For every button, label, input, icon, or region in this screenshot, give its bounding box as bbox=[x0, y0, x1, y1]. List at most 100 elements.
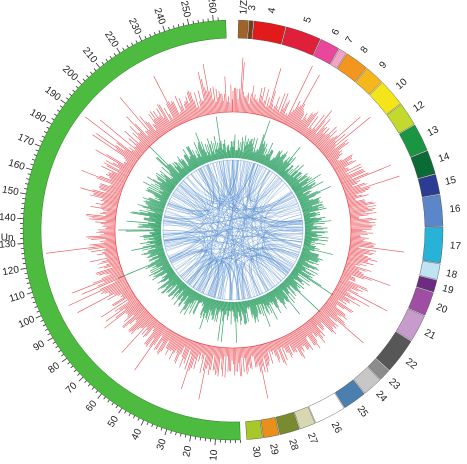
tick-mark bbox=[97, 393, 102, 399]
tick-mark bbox=[25, 277, 29, 280]
tick-mark bbox=[87, 383, 91, 387]
tick-label: 170 bbox=[16, 132, 36, 149]
chromosome-segment bbox=[367, 358, 390, 380]
tick-mark bbox=[30, 163, 34, 166]
tick-label: 130 bbox=[0, 239, 17, 251]
tick-mark bbox=[33, 154, 37, 156]
tick-mark bbox=[45, 328, 49, 331]
chromosome-segment bbox=[330, 48, 347, 69]
tick-mark bbox=[107, 399, 110, 403]
tick-mark bbox=[93, 68, 97, 72]
tick-mark bbox=[89, 71, 93, 75]
tick-mark bbox=[25, 167, 32, 171]
tick-mark bbox=[128, 413, 131, 417]
link-circle bbox=[162, 159, 304, 301]
tick-mark bbox=[105, 58, 108, 62]
outer-track-baseline bbox=[114, 111, 352, 349]
tick-mark bbox=[192, 20, 194, 24]
tick-mark bbox=[111, 402, 114, 406]
tick-mark bbox=[146, 421, 149, 426]
tick-mark bbox=[126, 45, 129, 49]
chromosome-segment bbox=[395, 308, 425, 341]
chromosome-segment bbox=[281, 26, 321, 56]
chromosome-segment bbox=[313, 39, 339, 65]
chromosome-segment bbox=[386, 104, 415, 134]
tick-mark bbox=[20, 267, 27, 270]
chromosome-segment bbox=[337, 53, 367, 82]
tick-mark bbox=[32, 301, 36, 304]
tick-mark bbox=[35, 149, 39, 152]
chromosome-segment bbox=[260, 417, 280, 439]
chromosome-segment bbox=[422, 194, 444, 227]
chromosome-label: 27 bbox=[305, 431, 319, 446]
tick-mark bbox=[182, 22, 185, 26]
tick-mark bbox=[135, 40, 138, 44]
tick-mark bbox=[153, 31, 156, 36]
tick-mark bbox=[170, 430, 172, 434]
tick-mark bbox=[91, 387, 95, 390]
tick-mark bbox=[118, 407, 123, 414]
tick-mark bbox=[61, 357, 67, 363]
tick-label: 260 bbox=[205, 0, 218, 14]
tick-mark bbox=[179, 433, 182, 437]
chromosome-label: 20 bbox=[434, 302, 449, 316]
tick-mark bbox=[24, 272, 28, 275]
tick-mark bbox=[187, 18, 190, 25]
outer-histogram-track bbox=[45, 57, 404, 400]
tick-mark bbox=[69, 93, 72, 96]
tick-label: 60 bbox=[84, 398, 100, 414]
tick-label: 230 bbox=[126, 17, 143, 37]
tick-mark bbox=[151, 423, 154, 428]
tick-mark bbox=[131, 42, 134, 46]
tick-mark bbox=[84, 380, 87, 384]
tick-mark bbox=[162, 25, 166, 32]
tick-label: 50 bbox=[106, 414, 121, 430]
segment-unplaced bbox=[22, 19, 241, 441]
tick-mark bbox=[56, 109, 60, 112]
tick-label: 40 bbox=[130, 427, 145, 442]
tick-mark bbox=[137, 417, 140, 421]
tick-mark bbox=[41, 135, 45, 138]
chromosome-label: 30 bbox=[250, 446, 262, 459]
tick-mark bbox=[26, 292, 33, 295]
tick-label: 180 bbox=[28, 107, 48, 125]
tick-mark bbox=[76, 80, 82, 85]
chromosome-segment bbox=[247, 20, 254, 40]
tick-mark bbox=[31, 296, 35, 299]
tick-mark bbox=[149, 33, 152, 37]
tick-mark bbox=[31, 158, 36, 161]
chromosome-segment bbox=[408, 287, 434, 316]
inner-histogram-track bbox=[117, 116, 334, 343]
tick-mark bbox=[26, 178, 30, 180]
chromosome-label: 23 bbox=[386, 376, 402, 392]
tick-mark bbox=[55, 345, 59, 349]
tick-mark bbox=[75, 85, 79, 89]
tick-mark bbox=[212, 14, 214, 21]
tick-mark bbox=[155, 425, 158, 429]
chromosome-label: 17 bbox=[449, 240, 461, 252]
tick-label: 90 bbox=[31, 338, 47, 353]
chromosome-segment bbox=[410, 150, 436, 179]
tick-mark bbox=[34, 143, 41, 147]
chromosome-segment bbox=[399, 124, 428, 158]
tick-marks bbox=[17, 14, 241, 446]
tick-mark bbox=[164, 429, 168, 436]
chromosome-label: 9 bbox=[378, 59, 390, 71]
tick-mark bbox=[133, 415, 136, 419]
tick-mark bbox=[144, 35, 147, 39]
tick-mark bbox=[77, 373, 80, 376]
tick-label: 140 bbox=[0, 212, 16, 224]
tick-mark bbox=[109, 55, 113, 59]
tick-mark bbox=[95, 390, 99, 394]
chromosome-label: 8 bbox=[359, 44, 371, 55]
chromosome-segment bbox=[275, 411, 300, 435]
tick-mark bbox=[184, 434, 187, 438]
tick-mark bbox=[27, 173, 31, 175]
tick-mark bbox=[43, 131, 47, 134]
tick-label: 210 bbox=[80, 45, 99, 65]
chromosome-label: 21 bbox=[422, 327, 437, 342]
tick-mark bbox=[47, 333, 51, 336]
tick-mark bbox=[168, 26, 170, 30]
tick-mark bbox=[60, 99, 66, 104]
